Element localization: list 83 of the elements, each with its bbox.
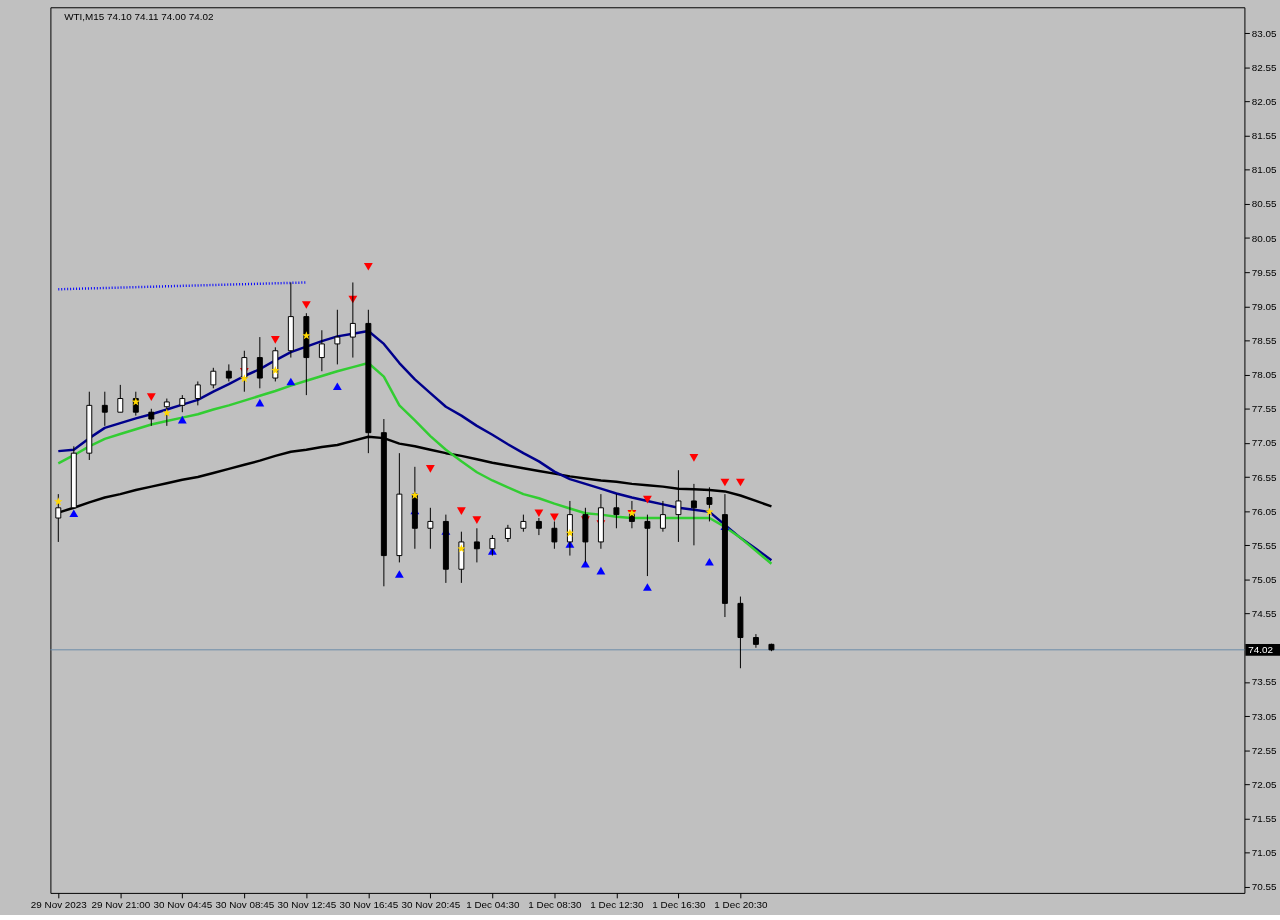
y-tick-label: 73.55 xyxy=(1251,676,1278,688)
point xyxy=(301,301,311,309)
point xyxy=(271,366,280,375)
y-tick-label: 81.55 xyxy=(1251,130,1278,142)
y-tick-label: 77.55 xyxy=(1251,403,1278,415)
y-tick-label: 79.55 xyxy=(1251,266,1278,278)
candlestick xyxy=(117,384,124,413)
candlestick xyxy=(101,391,108,427)
candlestick xyxy=(318,329,325,372)
ref-line-label: 74.02 xyxy=(1248,643,1274,655)
x-tick-label: 30 Nov 16:45 xyxy=(339,899,399,911)
point xyxy=(54,497,63,506)
point xyxy=(425,465,435,473)
x-tick-label: 30 Nov 04:45 xyxy=(153,899,213,911)
point xyxy=(642,583,652,591)
x-tick-label: 1 Dec 04:30 xyxy=(466,899,520,911)
candlestick xyxy=(659,500,666,533)
point xyxy=(580,559,590,568)
point xyxy=(642,495,652,504)
y-tick-label: 71.55 xyxy=(1251,812,1278,824)
y-tick-label: 82.05 xyxy=(1251,95,1278,107)
point xyxy=(472,516,482,524)
y-tick-label: 80.05 xyxy=(1251,232,1278,244)
point xyxy=(69,509,79,518)
line-series xyxy=(57,361,773,566)
x-tick-label: 1 Dec 20:30 xyxy=(714,899,769,911)
x-tick-label: 29 Nov 2023 xyxy=(30,899,88,911)
y-tick-label: 81.05 xyxy=(1251,164,1278,176)
point xyxy=(146,393,156,401)
point xyxy=(363,262,373,271)
point xyxy=(270,335,280,344)
candlestick xyxy=(473,527,480,563)
candlestick xyxy=(535,517,542,536)
y-tick-label: 75.55 xyxy=(1251,539,1278,551)
point xyxy=(705,557,714,566)
x-tick-label: 1 Dec 08:30 xyxy=(528,899,583,911)
y-tick-label: 79.05 xyxy=(1251,300,1278,312)
y-tick-label: 74.55 xyxy=(1251,608,1278,620)
point xyxy=(177,415,187,424)
x-tick-label: 1 Dec 16:30 xyxy=(652,899,707,911)
point xyxy=(410,491,420,500)
y-tick-label: 72.55 xyxy=(1251,744,1278,756)
y-tick-label: 70.55 xyxy=(1251,881,1278,893)
y-tick-label: 76.05 xyxy=(1251,505,1278,517)
y-tick-label: 78.05 xyxy=(1251,369,1278,381)
y-tick-label: 83.05 xyxy=(1251,27,1278,39)
y-tick-label: 75.05 xyxy=(1251,573,1278,585)
candlestick xyxy=(427,507,434,550)
point xyxy=(457,544,466,553)
point xyxy=(286,377,296,386)
point xyxy=(394,570,404,578)
point xyxy=(456,507,466,516)
candlestick xyxy=(752,633,759,649)
x-tick-label: 30 Nov 08:45 xyxy=(215,899,275,911)
y-tick-label: 77.05 xyxy=(1251,437,1278,449)
x-tick-label: 30 Nov 20:45 xyxy=(401,899,461,911)
candlestick xyxy=(256,336,263,389)
point xyxy=(705,507,714,516)
point xyxy=(720,478,730,487)
point xyxy=(534,509,544,518)
candlestick xyxy=(194,380,201,406)
point xyxy=(162,408,172,417)
candlestick xyxy=(210,367,217,389)
y-tick-label: 71.05 xyxy=(1251,847,1278,859)
point xyxy=(240,374,249,383)
candlestick xyxy=(613,493,620,529)
chart-title: WTI,M15 74.10 74.11 74.00 74.02 xyxy=(64,11,214,23)
point xyxy=(332,382,342,391)
y-tick-label: 76.55 xyxy=(1251,471,1278,483)
y-tick-label: 80.55 xyxy=(1251,198,1278,210)
y-tick-label: 82.55 xyxy=(1251,61,1278,73)
point xyxy=(302,331,311,340)
y-tick-label: 72.05 xyxy=(1251,778,1278,790)
x-tick-label: 29 Nov 21:00 xyxy=(91,899,151,911)
x-tick-label: 30 Nov 12:45 xyxy=(277,899,337,911)
candlestick xyxy=(334,309,341,365)
x-tick-label: 1 Dec 12:30 xyxy=(590,899,645,911)
y-tick-label: 78.55 xyxy=(1251,334,1278,346)
candlestick xyxy=(163,398,170,427)
candlestick xyxy=(644,514,651,577)
point xyxy=(736,478,745,487)
y-tick-label: 73.05 xyxy=(1251,710,1278,722)
point xyxy=(689,454,699,462)
